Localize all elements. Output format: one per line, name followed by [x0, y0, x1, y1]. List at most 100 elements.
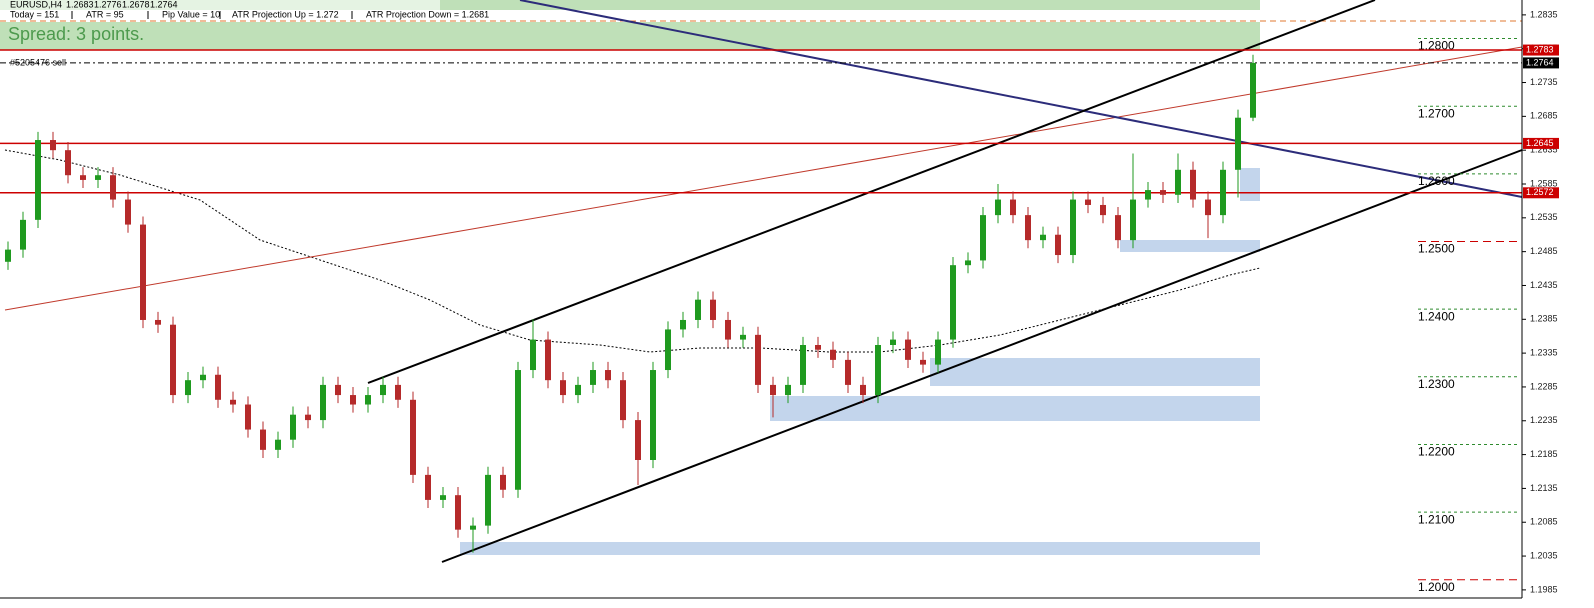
candle-body	[1055, 234, 1061, 256]
candle-body	[695, 299, 701, 320]
candle-body	[920, 359, 926, 365]
candle-body	[755, 334, 761, 385]
candle-body	[485, 474, 491, 526]
channel-line	[367, 0, 1376, 384]
candle-body	[1100, 204, 1106, 216]
candle-body	[5, 249, 11, 262]
candle-body	[185, 380, 191, 396]
candle-body	[335, 384, 341, 396]
candle-body	[1250, 62, 1256, 118]
price-tag	[1523, 44, 1559, 56]
candle-body	[980, 215, 986, 261]
y-tick-label: 1.2185	[1530, 449, 1558, 459]
candle-body	[140, 224, 146, 320]
candle-body	[65, 150, 71, 176]
zone	[0, 22, 1260, 50]
candle-body	[1010, 199, 1016, 216]
y-tick-label: 1.2735	[1530, 77, 1558, 87]
level-label: 1.2300	[1418, 377, 1455, 391]
candle-body	[80, 175, 86, 180]
candle-body	[1160, 190, 1166, 195]
candle-body	[380, 384, 386, 396]
candle-body	[965, 260, 971, 266]
candle-body	[560, 380, 566, 396]
candle-body	[395, 384, 401, 400]
level-label: 1.2600	[1418, 174, 1455, 188]
candle-body	[995, 199, 1001, 216]
candle-body	[620, 380, 626, 421]
candle-body	[770, 384, 776, 396]
level-label: 1.2700	[1418, 106, 1455, 120]
ohlc-low: 1.2678	[122, 0, 150, 9]
candle-body	[650, 370, 656, 460]
y-tick-label: 1.1985	[1530, 584, 1558, 594]
y-tick-label: 1.2235	[1530, 415, 1558, 425]
y-tick-label: 1.2685	[1530, 111, 1558, 121]
candle-body	[290, 414, 296, 440]
candle-body	[110, 175, 116, 200]
ohlc-close: 1.2764	[150, 0, 178, 9]
ohlc-high: 1.2776	[94, 0, 122, 9]
candle-body	[125, 199, 131, 225]
candle-body	[1040, 234, 1046, 241]
candle-body	[410, 399, 416, 475]
candle-body	[500, 474, 506, 490]
info: ATR Projection Down = 1.2681	[366, 9, 489, 19]
candle-body	[320, 384, 326, 421]
y-tick-label: 1.2335	[1530, 347, 1558, 357]
candle-body	[725, 319, 731, 340]
y-tick-label: 1.2035	[1530, 550, 1558, 560]
y-tick-label: 1.2385	[1530, 314, 1558, 324]
candle-body	[425, 474, 431, 500]
candle-body	[35, 140, 41, 220]
price-tag-label: 1.2572	[1526, 187, 1554, 197]
candle-body	[830, 349, 836, 360]
zone	[770, 396, 1260, 421]
candle-body	[545, 339, 551, 381]
candle-body	[800, 345, 806, 385]
candle-body	[245, 404, 251, 430]
candle-body	[1220, 169, 1226, 216]
axis-panel	[1522, 0, 1594, 608]
candle-body	[860, 384, 866, 396]
trend-line	[519, 0, 1523, 198]
header-bg	[0, 0, 440, 20]
candle-body	[875, 345, 881, 396]
zone	[930, 358, 1260, 386]
price-tag-label: 1.2764	[1526, 57, 1554, 67]
y-tick-label: 1.2485	[1530, 246, 1558, 256]
candle-body	[740, 334, 746, 340]
candle-body	[605, 370, 611, 381]
candle-body	[590, 370, 596, 385]
candle-body	[665, 329, 671, 371]
candle-body	[95, 175, 101, 180]
candle-body	[515, 370, 521, 490]
zone	[1240, 168, 1260, 201]
y-tick-label: 1.2085	[1530, 517, 1558, 527]
symbol: EURUSD,H4	[10, 0, 62, 9]
candle-body	[680, 319, 686, 330]
candle-body	[260, 429, 266, 450]
channel-line	[441, 149, 1523, 563]
candle-body	[1205, 199, 1211, 216]
candle-body	[1085, 199, 1091, 205]
zone	[0, 0, 1260, 10]
axis-labels: 1.28351.27851.27351.26851.26351.25851.25…	[1522, 9, 1559, 594]
price-tag	[1523, 57, 1559, 69]
candle-body	[785, 384, 791, 396]
y-tick-label: 1.2435	[1530, 280, 1558, 290]
candle-body	[1115, 215, 1121, 241]
candle-body	[440, 495, 446, 500]
y-tick-label: 1.2285	[1530, 381, 1558, 391]
info: Today = 151	[10, 9, 59, 19]
candle-body	[530, 339, 536, 371]
y-tick-label: 1.2135	[1530, 483, 1558, 493]
ohlc-open: 1.2683	[66, 0, 94, 9]
candle-body	[1070, 199, 1076, 256]
candle-body	[365, 395, 371, 405]
price-tag	[1523, 137, 1559, 149]
candle-body	[200, 374, 206, 381]
info: ATR Projection Up = 1.272	[232, 9, 339, 19]
info: Pip Value = 10	[162, 9, 220, 19]
candle-body	[455, 495, 461, 530]
